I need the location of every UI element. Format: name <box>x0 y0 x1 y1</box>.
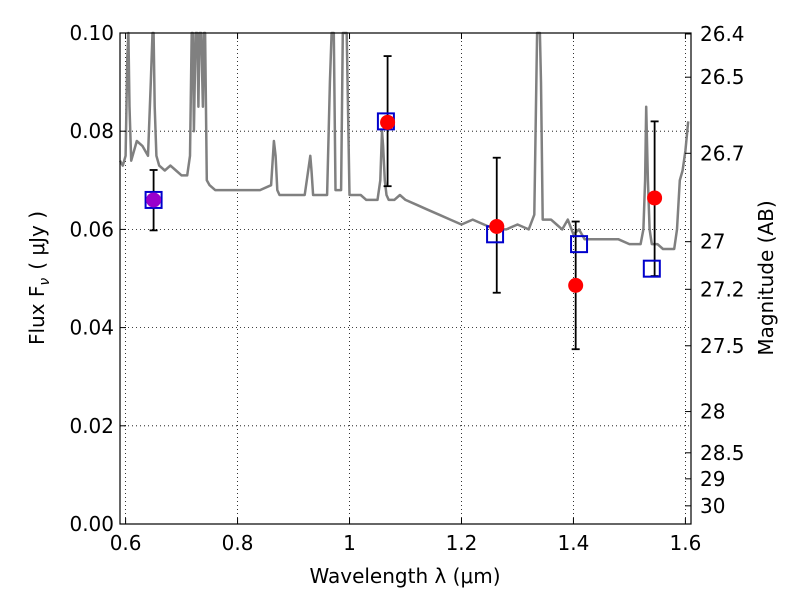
flux-point <box>380 114 396 130</box>
model-square <box>570 235 589 254</box>
y-right-tick-label: 27 <box>700 230 725 254</box>
x-tick-label: 1.4 <box>558 531 590 555</box>
y-tick-label: 0.10 <box>69 21 114 45</box>
flux-point <box>146 192 162 208</box>
y-axis-label-subscript: ν <box>37 278 53 286</box>
flux-point <box>647 190 663 206</box>
x-tick-label: 1.6 <box>669 531 701 555</box>
y-tick-label: 0.08 <box>69 119 114 143</box>
y-tick-label: 0.02 <box>69 414 114 438</box>
y-right-tick-label: 26.5 <box>700 65 745 89</box>
error-bars <box>149 55 659 351</box>
y-right-tick-label: 29 <box>700 467 725 491</box>
model-square <box>642 259 661 278</box>
y-right-axis-label: Magnitude (AB) <box>754 200 778 355</box>
y-right-tick-label: 28.5 <box>700 441 745 465</box>
y-right-tick-label: 30 <box>700 494 725 518</box>
model-photometry-squares <box>144 112 661 278</box>
y-right-tick-label: 28 <box>700 400 725 424</box>
y-right-tick-label: 27.2 <box>700 277 745 301</box>
flux-point <box>489 218 505 234</box>
y-right-axis-ticks: 26.4 26.5 26.7 27 27.2 27.5 28 28.529 30 <box>685 22 745 518</box>
observed-flux-points <box>146 114 663 293</box>
x-axis-label: Wavelength λ (μm) <box>309 564 500 588</box>
x-tick-label: 0.8 <box>222 531 254 555</box>
x-tick-label: 0.6 <box>110 531 142 555</box>
y-tick-label: 0.04 <box>69 316 114 340</box>
y-right-tick-label: 26.7 <box>700 141 745 165</box>
y-right-tick-label: 27.5 <box>700 334 745 358</box>
spectrum-line <box>118 31 690 251</box>
model-spectrum <box>118 31 690 251</box>
model-square <box>144 190 163 209</box>
y-axis-label-text: Flux F <box>25 286 49 345</box>
y-axis-label: Flux Fν ( μJy ) <box>25 211 53 345</box>
plot-frame <box>119 32 692 525</box>
y-tick-label: 0.06 <box>69 217 114 241</box>
y-tick-label: 0.00 <box>69 512 114 536</box>
y-axis-ticks: 0.00 0.02 0.04 0.06 0.08 0.10 <box>69 21 126 536</box>
x-tick-label: 1 <box>343 531 356 555</box>
y-right-tick-label: 26.4 <box>700 22 745 46</box>
x-tick-label: 1.2 <box>446 531 478 555</box>
x-axis-ticks: 0.6 0.8 1 1.2 1.4 1.6 <box>110 33 701 555</box>
y-axis-label-unit: ( μJy ) <box>25 211 49 270</box>
flux-point <box>568 277 584 293</box>
